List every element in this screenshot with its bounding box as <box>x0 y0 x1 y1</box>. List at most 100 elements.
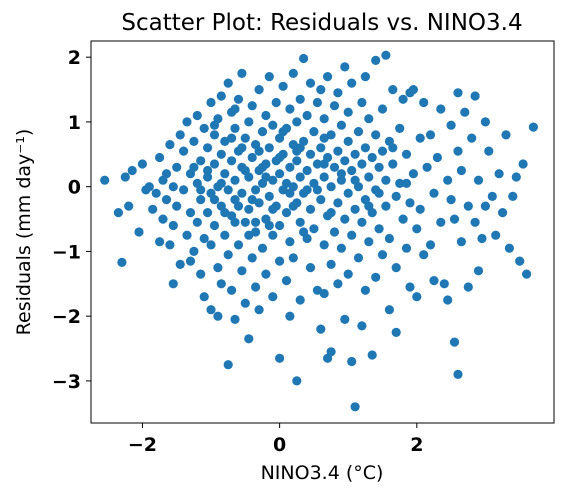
data-point <box>292 156 302 166</box>
data-point <box>244 117 254 127</box>
data-point <box>405 198 415 208</box>
data-point <box>329 101 340 111</box>
data-point <box>196 185 206 195</box>
data-point <box>360 143 370 153</box>
data-point <box>333 279 343 289</box>
data-point <box>498 208 508 218</box>
data-point <box>319 288 329 299</box>
data-point <box>504 243 514 253</box>
data-point <box>223 250 233 260</box>
data-point <box>408 85 418 95</box>
data-point <box>347 356 357 367</box>
data-point <box>254 146 264 156</box>
data-point <box>264 72 274 82</box>
data-point <box>357 217 367 227</box>
data-point <box>227 285 237 295</box>
data-point <box>456 165 466 176</box>
data-point <box>477 233 487 244</box>
data-point <box>209 120 220 130</box>
data-point <box>429 276 439 286</box>
x-axis-ticks: −2 0 2 <box>128 423 423 456</box>
data-point <box>251 185 261 195</box>
data-point <box>254 85 264 95</box>
data-point <box>384 233 394 244</box>
data-point <box>285 162 295 172</box>
data-point <box>288 68 298 78</box>
data-point <box>398 94 408 104</box>
data-point <box>120 172 130 182</box>
data-point <box>192 217 202 227</box>
data-point <box>213 311 223 321</box>
data-point <box>412 224 422 234</box>
data-point <box>257 243 268 253</box>
data-point <box>377 104 388 114</box>
data-points <box>100 50 539 412</box>
data-point <box>353 253 364 263</box>
data-point <box>233 94 244 104</box>
data-point <box>446 120 456 130</box>
data-point <box>316 85 326 95</box>
data-point <box>494 169 504 179</box>
data-point <box>473 266 484 276</box>
data-point <box>391 263 401 273</box>
data-point <box>209 130 220 140</box>
data-point <box>326 182 336 192</box>
data-point <box>223 78 233 88</box>
data-point <box>401 178 412 188</box>
data-point <box>463 201 473 211</box>
data-point <box>412 292 422 302</box>
data-point <box>319 159 329 169</box>
data-point <box>453 88 463 98</box>
data-point <box>487 191 497 201</box>
data-point <box>230 104 240 114</box>
data-point <box>473 175 484 185</box>
data-point <box>175 259 185 269</box>
data-point <box>401 149 412 159</box>
data-point <box>357 321 367 331</box>
data-point <box>518 159 528 169</box>
data-point <box>515 256 525 266</box>
data-point <box>185 256 196 266</box>
data-point <box>278 127 288 137</box>
x-axis-label: NINO3.4 (°C) <box>261 462 384 484</box>
data-point <box>275 353 285 363</box>
data-point <box>237 143 247 153</box>
data-point <box>209 220 220 231</box>
data-point <box>251 217 261 227</box>
data-point <box>391 327 401 337</box>
data-point <box>148 204 158 214</box>
data-point <box>189 246 199 256</box>
data-point <box>398 214 408 224</box>
data-point <box>182 230 192 240</box>
data-point <box>316 195 326 205</box>
data-point <box>443 295 453 305</box>
y-axis-ticks: −3 −2 −1 0 1 2 <box>52 47 91 393</box>
chart-title: Scatter Plot: Residuals vs. NINO3.4 <box>121 10 522 36</box>
data-point <box>261 110 271 121</box>
data-point <box>189 162 199 172</box>
data-point <box>350 204 360 214</box>
data-point <box>257 127 268 137</box>
data-point <box>299 227 309 237</box>
data-point <box>347 78 357 88</box>
data-point <box>285 237 295 247</box>
data-point <box>309 224 319 234</box>
data-point <box>463 282 473 292</box>
data-point <box>268 292 278 302</box>
data-point <box>302 110 312 121</box>
data-point <box>528 122 539 132</box>
data-point <box>395 178 405 188</box>
data-point <box>340 62 350 72</box>
data-point <box>257 162 268 172</box>
data-point <box>155 237 165 247</box>
data-point <box>319 114 329 124</box>
data-point <box>292 146 302 156</box>
x-tick-label: 2 <box>410 434 423 456</box>
data-point <box>165 240 175 250</box>
data-point <box>388 159 398 169</box>
data-point <box>220 169 230 179</box>
data-point <box>446 195 456 205</box>
data-point <box>367 152 377 163</box>
data-point <box>158 214 168 224</box>
data-point <box>199 123 209 133</box>
